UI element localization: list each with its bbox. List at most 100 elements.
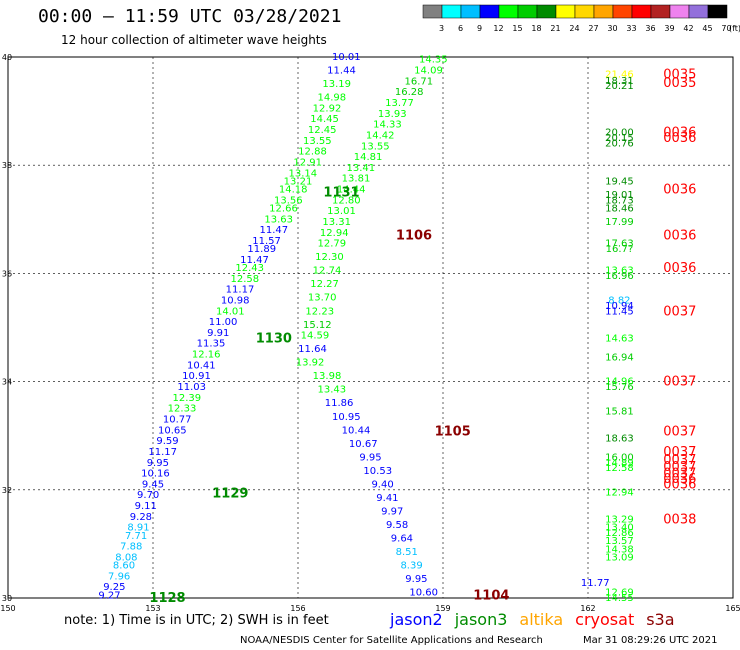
chart-subtitle: 12 hour collection of altimeter wave hei… — [61, 33, 327, 47]
track-id-label: 1129 — [212, 487, 248, 502]
cryosat-pass-label: 0036 — [663, 477, 696, 492]
swh-value-label: 12.94 — [605, 488, 634, 499]
color-scale-level: 15 — [512, 24, 522, 33]
swh-value-label: 11.64 — [298, 344, 327, 355]
swh-value-label: 13.29 — [605, 515, 634, 526]
swh-value-label: 20.00 — [605, 128, 634, 139]
y-tick-label: 30 — [2, 594, 12, 603]
swh-value-label: 14.18 — [279, 185, 308, 196]
swh-value-label: 12.58 — [231, 274, 260, 285]
swh-value-label: 16.96 — [605, 271, 634, 282]
swh-value-label: 13.01 — [327, 206, 356, 217]
swh-value-label: 12.45 — [308, 125, 337, 136]
y-tick-label: 36 — [2, 269, 12, 278]
swh-value-label: 11.86 — [325, 398, 354, 409]
swh-value-label: 13.40 — [605, 523, 634, 534]
color-scale-level: 45 — [702, 24, 712, 33]
swh-value-label: 13.92 — [296, 358, 325, 369]
creation-timestamp: Mar 31 08:29:26 UTC 2021 — [583, 635, 718, 646]
x-tick-label: 159 — [435, 604, 450, 613]
x-tick-label: 150 — [0, 604, 15, 613]
legend-cryosat: cryosat — [575, 610, 635, 629]
swh-value-label: 9.95 — [359, 452, 381, 463]
cryosat-pass-label: 0037 — [663, 460, 696, 475]
color-scale-level: 27 — [588, 24, 598, 33]
swh-value-label: 11.17 — [226, 285, 255, 296]
swh-value-label: 9.58 — [386, 520, 408, 531]
swh-value-label: 13.55 — [361, 141, 390, 152]
swh-value-label: 12.94 — [320, 228, 349, 239]
swh-value-label: 12.88 — [298, 147, 327, 158]
swh-value-label: 10.77 — [163, 414, 192, 425]
track-id-label: 1104 — [473, 588, 509, 603]
color-scale-level: 18 — [531, 24, 541, 33]
swh-value-label: 17.63 — [605, 239, 634, 250]
swh-value-label: 16.7? — [606, 244, 634, 255]
color-scale-swatch — [574, 4, 595, 19]
swh-value-label: 13.21 — [284, 176, 313, 187]
cryosat-pass-label: 0037 — [663, 424, 696, 439]
swh-value-label: 10.91 — [182, 371, 211, 382]
swh-value-label: 19.45 — [605, 176, 634, 187]
swh-value-label: 12.43 — [235, 263, 264, 274]
color-scale-level: 3 — [439, 24, 444, 33]
swh-value-label: 12.30 — [315, 252, 344, 263]
swh-value-label: 9.45 — [142, 479, 164, 490]
swh-value-label: 9.28 — [130, 512, 152, 523]
swh-value-label: 16.28 — [395, 87, 424, 98]
credit-text: NOAA/NESDIS Center for Satellite Applica… — [240, 635, 543, 646]
swh-value-label: 21.46 — [605, 69, 634, 80]
color-scale-level: 33 — [626, 24, 636, 33]
color-scale-swatch — [441, 4, 462, 19]
swh-value-label: 13.98 — [313, 371, 342, 382]
color-scale-level: 42 — [683, 24, 693, 33]
swh-value-label: 7.88 — [120, 542, 142, 553]
swh-value-label: 13.63 — [264, 214, 293, 225]
color-scale-swatch — [669, 4, 690, 19]
swh-value-label: 9.59 — [156, 436, 178, 447]
swh-value-label: 12.79 — [318, 239, 347, 250]
swh-value-label: 13.77 — [385, 98, 414, 109]
swh-value-label: 8.82 — [608, 295, 630, 306]
swh-value-label: 18.73 — [605, 195, 634, 206]
swh-value-label: 13.55 — [303, 136, 332, 147]
track-id-label: 1105 — [435, 424, 471, 439]
swh-value-label: 14.89 — [605, 458, 634, 469]
swh-value-label: 9.11 — [135, 501, 157, 512]
legend-altika: altika — [519, 610, 564, 629]
swh-value-label: 10.65 — [158, 425, 187, 436]
cryosat-pass-label: 0038 — [663, 513, 696, 528]
swh-value-label: 11.35 — [197, 339, 226, 350]
swh-value-label: 14.44 — [337, 185, 366, 196]
cryosat-pass-label: 0037 — [663, 445, 696, 460]
swh-value-label: 9.25 — [103, 582, 125, 593]
swh-value-label: 14.63 — [605, 333, 634, 344]
cryosat-pass-label: 0035 — [663, 76, 696, 91]
swh-value-label: 11.57 — [252, 236, 281, 247]
swh-value-label: 11.45 — [605, 306, 634, 317]
swh-value-label: 14.45 — [310, 114, 339, 125]
y-tick-label: 32 — [2, 486, 12, 495]
color-scale-unit: (ft) — [729, 24, 740, 33]
swh-value-label: 9.95 — [405, 574, 427, 585]
swh-value-label: 12.33 — [168, 404, 197, 415]
swh-value-label: 7.96 — [108, 571, 130, 582]
cryosat-pass-label: 0037 — [663, 467, 696, 482]
color-scale-swatch — [460, 4, 481, 19]
swh-value-label: 18.63 — [605, 433, 634, 444]
color-scale-swatch — [479, 4, 500, 19]
swh-value-label: 12.66 — [269, 203, 298, 214]
swh-value-label: 11.77 — [581, 578, 610, 589]
swh-value-label: 9.27 — [98, 590, 120, 601]
x-tick-label: 156 — [290, 604, 305, 613]
chart-title: 00:00 – 11:59 UTC 03/28/2021 — [38, 6, 342, 27]
y-tick-label: 38 — [2, 161, 12, 170]
color-scale-swatch — [707, 4, 728, 19]
cryosat-pass-label: 0037 — [663, 304, 696, 319]
footnote: note: 1) Time is in UTC; 2) SWH is in fe… — [64, 613, 329, 628]
y-tick-label: 34 — [2, 378, 12, 387]
color-scale-swatch — [650, 4, 671, 19]
swh-value-label: 18.46 — [605, 203, 634, 214]
cryosat-pass-label: 0036 — [663, 126, 696, 141]
swh-value-label: 7.71 — [125, 531, 147, 542]
